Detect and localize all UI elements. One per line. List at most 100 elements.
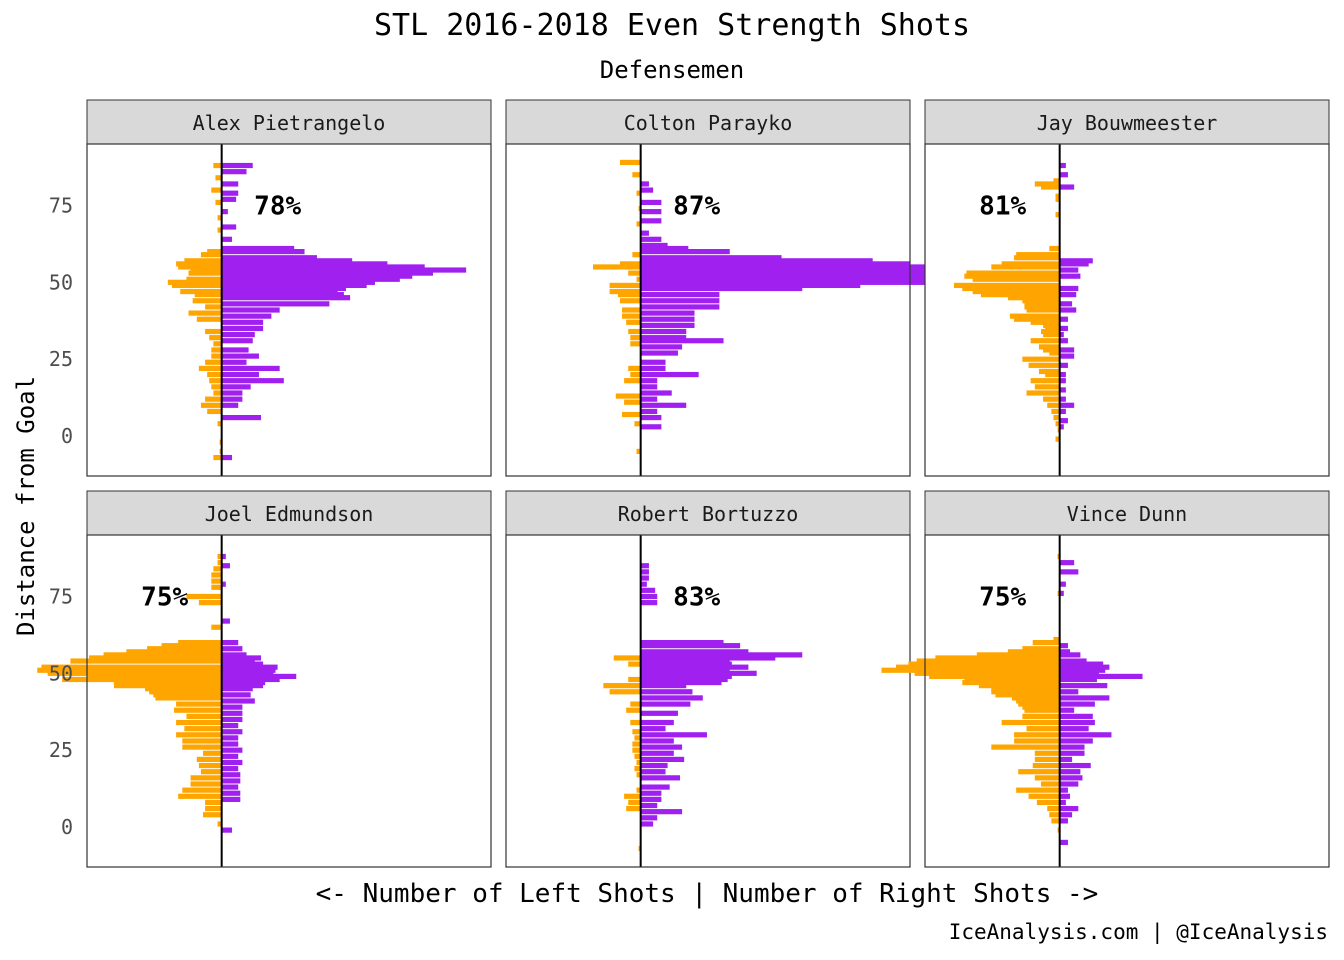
right-shot-percent-label: 78% <box>254 191 301 221</box>
right-shots-bar <box>221 264 425 270</box>
right-shots-bar <box>1059 424 1064 430</box>
right-shots-bar <box>221 784 239 790</box>
right-shots-bar <box>221 353 259 359</box>
left-shots-bar <box>1032 762 1060 769</box>
right-shots-bar <box>1059 338 1068 344</box>
right-shots-bar <box>221 396 243 402</box>
right-shots-bar <box>640 282 861 289</box>
right-shots-bar <box>221 273 413 279</box>
left-shots-bar <box>1043 331 1060 338</box>
left-shots-bar <box>196 756 222 763</box>
right-shots-bar <box>640 396 658 402</box>
left-shots-bar <box>209 378 222 384</box>
left-shots-bar <box>153 692 222 698</box>
left-shots-bar <box>628 661 641 667</box>
left-shots-bar <box>1049 812 1060 818</box>
left-shots-bar <box>624 793 641 799</box>
right-shots-bar <box>1059 643 1068 649</box>
left-shots-bar <box>619 261 641 267</box>
right-shots-bar <box>640 738 674 744</box>
right-shots-bar <box>221 661 264 667</box>
left-shots-bar <box>632 729 641 735</box>
right-shots-bar <box>640 359 666 365</box>
plot-panel <box>87 535 491 867</box>
left-shots-bar <box>215 175 222 181</box>
right-shots-bar <box>640 581 647 587</box>
right-shots-bar <box>221 646 243 652</box>
left-shots-bar <box>1001 719 1060 726</box>
plot-panel <box>506 144 910 476</box>
left-shots-bar <box>1041 328 1060 335</box>
left-shots-bar <box>176 732 222 738</box>
right-shots-bar <box>640 310 695 316</box>
right-shot-percent-label: 75% <box>979 582 1026 612</box>
right-shots-bar <box>221 169 247 175</box>
right-shots-bar <box>1059 402 1075 408</box>
facet-strip-label: Vince Dunn <box>1067 502 1187 526</box>
right-shots-bar <box>640 328 687 335</box>
right-shots-bar <box>221 766 239 772</box>
left-shots-bar <box>628 365 641 372</box>
left-shots-bar <box>171 282 222 289</box>
left-shots-bar <box>198 600 222 606</box>
left-shots-bar <box>211 584 222 590</box>
right-shots-bar <box>640 821 654 827</box>
left-shots-bar <box>991 264 1060 270</box>
left-shots-bar <box>1022 704 1060 710</box>
panel-border <box>924 143 1330 477</box>
right-shots-bar <box>640 676 728 683</box>
left-shots-bar <box>980 292 1060 298</box>
left-shots-bar <box>1014 255 1060 261</box>
plot-panel <box>506 535 910 867</box>
left-shots-bar <box>1034 384 1060 390</box>
left-shots-bar <box>1049 245 1060 252</box>
left-shots-bar <box>622 313 641 319</box>
right-shots-bar <box>221 664 278 670</box>
right-shots-bar <box>640 242 668 249</box>
left-shots-bar <box>161 643 222 649</box>
facet-strip-label: Alex Pietrangelo <box>193 111 386 135</box>
left-shots-bar <box>200 769 222 775</box>
left-shots-bar <box>1041 781 1060 787</box>
left-shots-bar <box>622 411 641 418</box>
left-shots-bar <box>211 347 222 353</box>
right-shots-bar <box>640 209 662 215</box>
left-shots-bar <box>624 378 641 384</box>
left-shots-bar <box>198 365 222 372</box>
right-shot-percent-label: 87% <box>673 191 720 221</box>
right-shots-bar <box>1059 781 1079 787</box>
right-shots-bar <box>1059 652 1081 658</box>
left-shots-bar <box>1022 646 1060 652</box>
right-shots-bar <box>640 187 654 193</box>
left-shots-bar <box>209 335 222 341</box>
left-shots-bar <box>1045 371 1060 378</box>
left-shots-bar <box>1030 378 1060 384</box>
left-shots-bar <box>895 664 1060 670</box>
facet-strip <box>924 490 1330 536</box>
right-shots-bar <box>1059 664 1110 670</box>
left-shots-bar <box>207 248 222 255</box>
right-shots-bar <box>640 414 662 421</box>
left-shots-bar <box>1055 196 1060 202</box>
left-shots-bar <box>184 726 222 732</box>
left-shots-bar <box>615 393 641 399</box>
right-shots-bar <box>640 796 662 802</box>
right-shots-bar <box>1059 673 1143 680</box>
left-shots-bar <box>1026 307 1060 313</box>
right-shots-bar <box>1059 839 1068 846</box>
right-shots-bar <box>221 267 467 273</box>
facet-strip <box>505 490 911 536</box>
left-shots-bar <box>1057 827 1060 833</box>
left-shots-bar <box>207 408 222 415</box>
right-shots-bar <box>1059 387 1066 393</box>
left-shots-bar <box>1043 322 1060 328</box>
left-shots-bar <box>634 766 641 772</box>
left-shots-bar <box>593 264 641 270</box>
right-shots-bar <box>1059 658 1087 664</box>
right-shots-bar <box>1059 670 1100 676</box>
right-shots-bar <box>640 350 678 356</box>
left-shots-bar <box>1057 427 1060 433</box>
right-shots-bar <box>1059 732 1112 738</box>
left-shots-bar <box>632 252 641 258</box>
left-shots-bar <box>1024 707 1060 713</box>
